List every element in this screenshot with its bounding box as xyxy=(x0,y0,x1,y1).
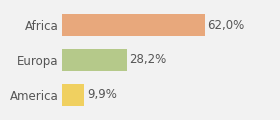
Text: 9,9%: 9,9% xyxy=(87,88,117,101)
Text: 62,0%: 62,0% xyxy=(207,19,244,32)
Bar xyxy=(62,14,205,36)
Text: 28,2%: 28,2% xyxy=(129,54,166,66)
Bar xyxy=(62,84,85,106)
Bar xyxy=(62,49,127,71)
